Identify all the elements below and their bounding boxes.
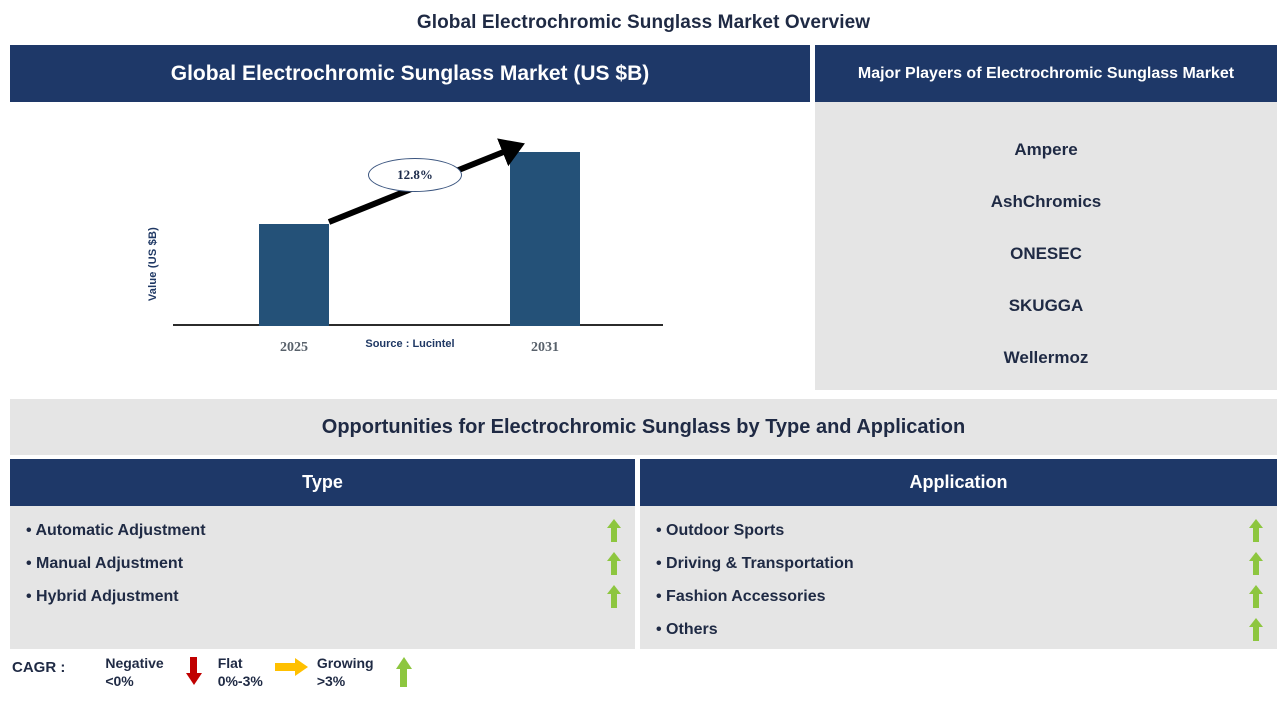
cagr-legend-range: <0% [105, 672, 134, 689]
arrow-right-orange-icon-wrap [271, 655, 313, 677]
type-column-list: • Automatic Adjustment • Manual Adjustme… [10, 506, 635, 649]
chart-tick-2031: 2031 [531, 340, 559, 355]
arrow-down-red-icon-wrap [172, 655, 214, 687]
chart-y-axis-label: Value (US $B) [147, 227, 159, 302]
arrow-up-green-icon [1249, 518, 1263, 543]
cagr-legend-title: CAGR : [12, 659, 66, 676]
list-item-label: • Others [656, 620, 718, 638]
list-item-label: • Automatic Adjustment [26, 521, 206, 539]
cagr-legend: CAGR : Negative <0% Flat 0%-3% Growing >… [12, 655, 1287, 700]
chart-source-note: Source : Lucintel [365, 338, 455, 350]
arrow-up-green-icon [607, 551, 621, 576]
cagr-legend-entry-growing: Growing >3% [317, 655, 424, 690]
cagr-callout: 12.8% [368, 158, 462, 192]
opportunities-banner: Opportunities for Electrochromic Sunglas… [10, 399, 1277, 455]
arrow-up-green-icon [1249, 551, 1263, 576]
list-item-label: • Driving & Transportation [656, 554, 854, 572]
arrow-down-red-icon [185, 657, 202, 687]
list-item: • Manual Adjustment [10, 547, 635, 580]
type-column-panel: Type • Automatic Adjustment • Manual Adj… [10, 459, 635, 649]
cagr-legend-range: 0%-3% [217, 672, 263, 689]
major-players-list: Ampere AshChromics ONESEC SKUGGA Wellerm… [815, 102, 1277, 390]
list-item: • Outdoor Sports [640, 514, 1277, 547]
chart-panel-header: Global Electrochromic Sunglass Market (U… [10, 45, 810, 102]
cagr-legend-label: Growing [316, 655, 374, 671]
chart-x-axis-line [173, 324, 663, 326]
top-row: Global Electrochromic Sunglass Market (U… [0, 45, 1287, 390]
list-item-label: • Hybrid Adjustment [26, 587, 179, 605]
chart-body: Value (US $B) 12.8% 2025 2031 S [10, 102, 810, 390]
list-item: • Hybrid Adjustment [10, 580, 635, 613]
cagr-legend-range: >3% [316, 672, 346, 689]
chart-plot-area: 12.8% 2025 2031 [173, 122, 663, 387]
arrow-up-green-icon-wrap [382, 655, 424, 687]
cagr-legend-entry-flat: Flat 0%-3% [218, 655, 313, 690]
chart-tick-2025: 2025 [280, 340, 308, 355]
major-players-header: Major Players of Electrochromic Sunglass… [815, 45, 1277, 102]
list-item-label: • Outdoor Sports [656, 521, 785, 539]
type-column-header: Type [10, 459, 635, 506]
chart-bar-2025 [259, 224, 329, 326]
cagr-legend-entry-negative: Negative <0% [105, 655, 213, 690]
application-column-panel: Application • Outdoor Sports • Driving &… [640, 459, 1277, 649]
chart-panel: Global Electrochromic Sunglass Market (U… [10, 45, 810, 390]
arrow-up-green-icon [1249, 617, 1263, 642]
list-item: • Automatic Adjustment [10, 514, 635, 547]
list-item: Ampere [1014, 140, 1078, 159]
cagr-legend-label: Negative [105, 655, 164, 671]
cagr-legend-label: Flat [217, 655, 243, 671]
arrow-up-green-icon [395, 657, 412, 687]
list-item: AshChromics [990, 192, 1102, 211]
list-item: • Driving & Transportation [640, 547, 1277, 580]
list-item: ONESEC [1010, 244, 1082, 263]
arrow-up-green-icon [607, 518, 621, 543]
list-item-label: • Manual Adjustment [26, 554, 184, 572]
application-column-header: Application [640, 459, 1277, 506]
list-item: Wellermoz [1003, 348, 1089, 367]
major-players-panel: Major Players of Electrochromic Sunglass… [815, 45, 1277, 390]
arrow-right-orange-icon [274, 657, 309, 677]
arrow-up-green-icon [607, 584, 621, 609]
arrow-up-green-icon [1249, 584, 1263, 609]
list-item: SKUGGA [1008, 296, 1084, 315]
list-item: • Others [640, 613, 1277, 646]
opportunities-columns: Type • Automatic Adjustment • Manual Adj… [0, 459, 1287, 649]
page-title: Global Electrochromic Sunglass Market Ov… [416, 12, 871, 33]
list-item: • Fashion Accessories [640, 580, 1277, 613]
list-item-label: • Fashion Accessories [656, 587, 826, 605]
application-column-list: • Outdoor Sports • Driving & Transportat… [640, 506, 1277, 649]
chart-bar-2031 [510, 152, 580, 326]
